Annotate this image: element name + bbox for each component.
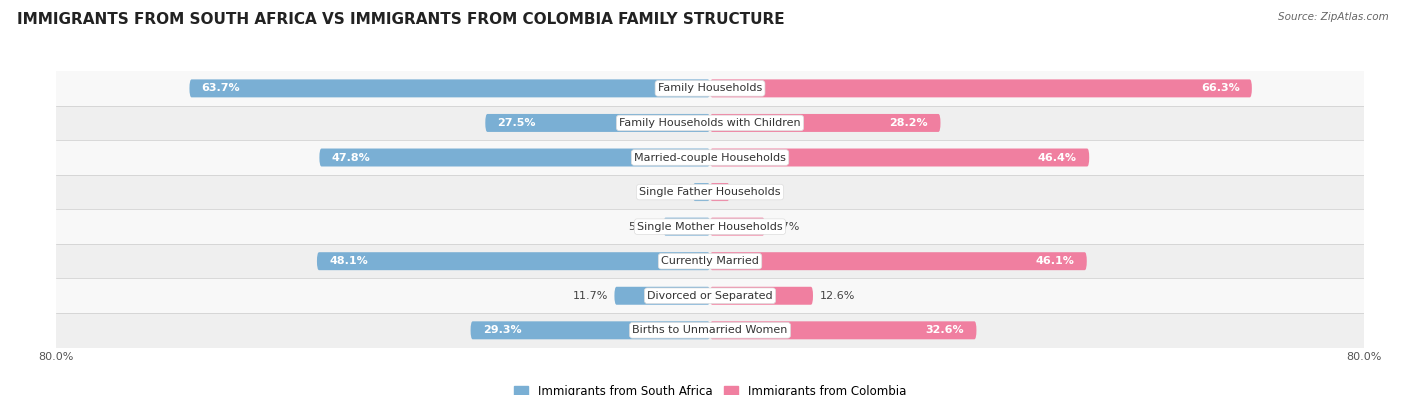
Text: 47.8%: 47.8% <box>332 152 370 162</box>
Text: 2.1%: 2.1% <box>658 187 686 197</box>
Text: 29.3%: 29.3% <box>482 325 522 335</box>
Text: Married-couple Households: Married-couple Households <box>634 152 786 162</box>
FancyBboxPatch shape <box>56 140 1364 175</box>
FancyBboxPatch shape <box>471 322 710 339</box>
Text: Single Father Households: Single Father Households <box>640 187 780 197</box>
Text: Currently Married: Currently Married <box>661 256 759 266</box>
Text: IMMIGRANTS FROM SOUTH AFRICA VS IMMIGRANTS FROM COLOMBIA FAMILY STRUCTURE: IMMIGRANTS FROM SOUTH AFRICA VS IMMIGRAN… <box>17 12 785 27</box>
FancyBboxPatch shape <box>710 149 1090 167</box>
FancyBboxPatch shape <box>664 218 710 235</box>
Text: 28.2%: 28.2% <box>890 118 928 128</box>
Text: 12.6%: 12.6% <box>820 291 855 301</box>
FancyBboxPatch shape <box>710 252 1087 270</box>
FancyBboxPatch shape <box>710 218 765 235</box>
FancyBboxPatch shape <box>56 209 1364 244</box>
FancyBboxPatch shape <box>710 79 1251 97</box>
Text: 66.3%: 66.3% <box>1201 83 1240 93</box>
Text: 5.7%: 5.7% <box>628 222 657 231</box>
FancyBboxPatch shape <box>316 252 710 270</box>
FancyBboxPatch shape <box>56 71 1364 106</box>
Text: 2.4%: 2.4% <box>737 187 765 197</box>
Text: 63.7%: 63.7% <box>201 83 240 93</box>
Text: Births to Unmarried Women: Births to Unmarried Women <box>633 325 787 335</box>
Text: Family Households: Family Households <box>658 83 762 93</box>
Text: Single Mother Households: Single Mother Households <box>637 222 783 231</box>
Text: 32.6%: 32.6% <box>925 325 965 335</box>
Text: Divorced or Separated: Divorced or Separated <box>647 291 773 301</box>
Text: 11.7%: 11.7% <box>572 291 607 301</box>
Text: 46.1%: 46.1% <box>1036 256 1074 266</box>
Legend: Immigrants from South Africa, Immigrants from Colombia: Immigrants from South Africa, Immigrants… <box>509 380 911 395</box>
FancyBboxPatch shape <box>710 183 730 201</box>
FancyBboxPatch shape <box>693 183 710 201</box>
FancyBboxPatch shape <box>56 175 1364 209</box>
FancyBboxPatch shape <box>56 244 1364 278</box>
Text: 27.5%: 27.5% <box>498 118 536 128</box>
FancyBboxPatch shape <box>710 287 813 305</box>
FancyBboxPatch shape <box>614 287 710 305</box>
FancyBboxPatch shape <box>485 114 710 132</box>
FancyBboxPatch shape <box>319 149 710 167</box>
Text: Source: ZipAtlas.com: Source: ZipAtlas.com <box>1278 12 1389 22</box>
Text: 6.7%: 6.7% <box>772 222 800 231</box>
FancyBboxPatch shape <box>710 322 976 339</box>
FancyBboxPatch shape <box>56 106 1364 140</box>
FancyBboxPatch shape <box>710 114 941 132</box>
Text: 48.1%: 48.1% <box>329 256 368 266</box>
FancyBboxPatch shape <box>56 278 1364 313</box>
Text: Family Households with Children: Family Households with Children <box>619 118 801 128</box>
FancyBboxPatch shape <box>56 313 1364 348</box>
Text: 46.4%: 46.4% <box>1038 152 1077 162</box>
FancyBboxPatch shape <box>190 79 710 97</box>
